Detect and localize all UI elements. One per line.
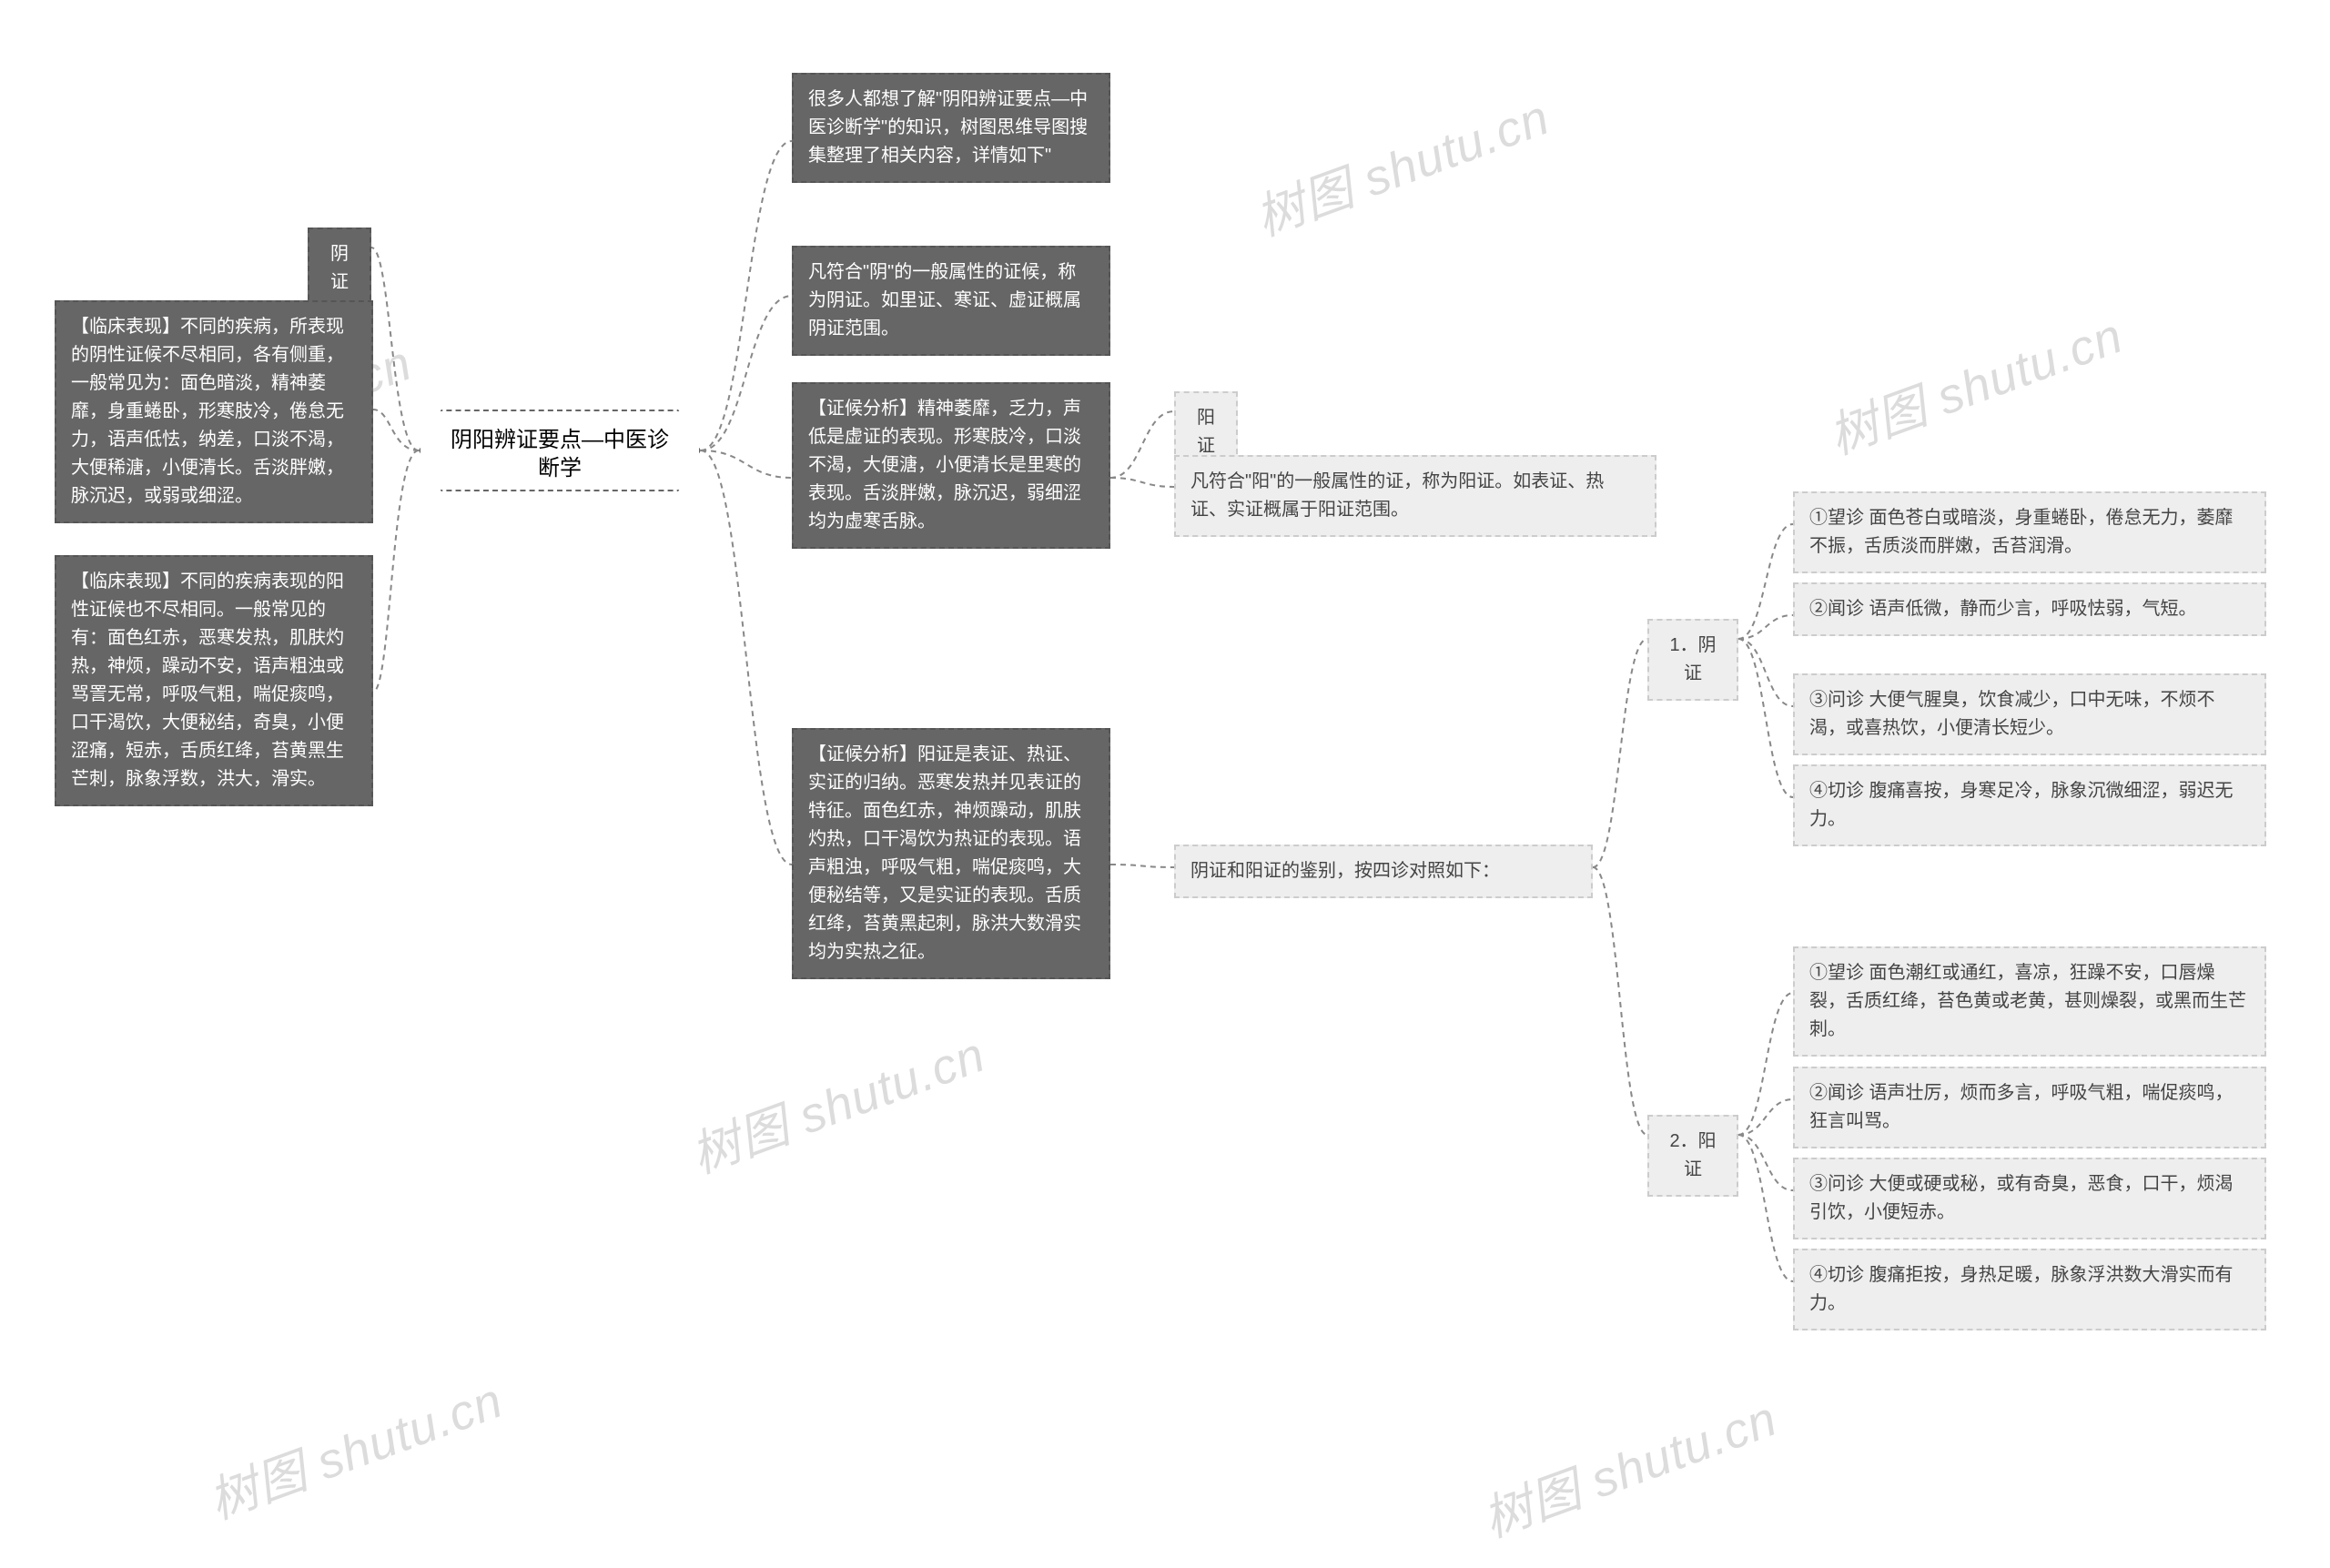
node-yin-item-3: ③问诊 大便气腥臭，饮食减少，口中无味，不烦不渴，或喜热饮，小便清长短少。 — [1793, 673, 2266, 755]
node-yin-item-2: ②闻诊 语声低微，静而少言，呼吸怯弱，气短。 — [1793, 582, 2266, 636]
node-yang-item-3: ③问诊 大便或硬或秘，或有奇臭，恶食，口干，烦渴引饮，小便短赤。 — [1793, 1158, 2266, 1239]
node-left-clinical-1: 【临床表现】不同的疾病，所表现的阴性证候不尽相同，各有侧重，一般常见为：面色暗淡… — [55, 300, 373, 523]
watermark: 树图 shutu.cn — [1818, 296, 2132, 469]
watermark: 树图 shutu.cn — [680, 1015, 994, 1188]
node-intro: 很多人都想了解"阴阳辨证要点—中医诊断学"的知识，树图思维导图搜集整理了相关内容… — [792, 73, 1110, 183]
watermark: 树图 shutu.cn — [1472, 1379, 1786, 1552]
node-compare: 阴证和阳证的鉴别，按四诊对照如下： — [1174, 845, 1593, 898]
node-yang-item-4: ④切诊 腹痛拒按，身热足暖，脉象浮洪数大滑实而有力。 — [1793, 1249, 2266, 1330]
node-yang-item-1: ①望诊 面色潮红或通红，喜凉，狂躁不安，口唇燥裂，舌质红绛，苔色黄或老黄，甚则燥… — [1793, 946, 2266, 1057]
center-node: 阴阳辨证要点—中医诊断学 — [419, 410, 701, 491]
node-yin-item-1: ①望诊 面色苍白或暗淡，身重蜷卧，倦怠无力，萎靡不振，舌质淡而胖嫩，舌苔润滑。 — [1793, 491, 2266, 573]
node-analysis-1: 【证候分析】精神萎靡，乏力，声低是虚证的表现。形寒肢冷，口淡不渴，大便溏，小便清… — [792, 382, 1110, 549]
node-analysis-2: 【证候分析】阳证是表证、热证、实证的归纳。恶寒发热并见表证的特征。面色红赤，神烦… — [792, 728, 1110, 979]
node-yang-def: 凡符合"阳"的一般属性的证，称为阳证。如表证、热证、实证概属于阳证范围。 — [1174, 455, 1656, 537]
watermark: 树图 shutu.cn — [198, 1361, 512, 1533]
watermark: 树图 shutu.cn — [1244, 77, 1558, 250]
node-yin-item-4: ④切诊 腹痛喜按，身寒足冷，脉象沉微细涩，弱迟无力。 — [1793, 764, 2266, 846]
node-yin-title: 阴证 — [308, 228, 371, 309]
node-group-yang: 2．阳证 — [1647, 1115, 1738, 1197]
node-yang-item-2: ②闻诊 语声壮厉，烦而多言，呼吸气粗，喘促痰鸣，狂言叫骂。 — [1793, 1067, 2266, 1148]
node-yin-def: 凡符合"阴"的一般属性的证候，称为阴证。如里证、寒证、虚证概属阴证范围。 — [792, 246, 1110, 356]
center-label: 阴阳辨证要点—中医诊断学 — [451, 428, 669, 481]
node-group-yin: 1．阴证 — [1647, 619, 1738, 701]
node-left-clinical-2: 【临床表现】不同的疾病表现的阳性证候也不尽相同。一般常见的有：面色红赤，恶寒发热… — [55, 555, 373, 806]
